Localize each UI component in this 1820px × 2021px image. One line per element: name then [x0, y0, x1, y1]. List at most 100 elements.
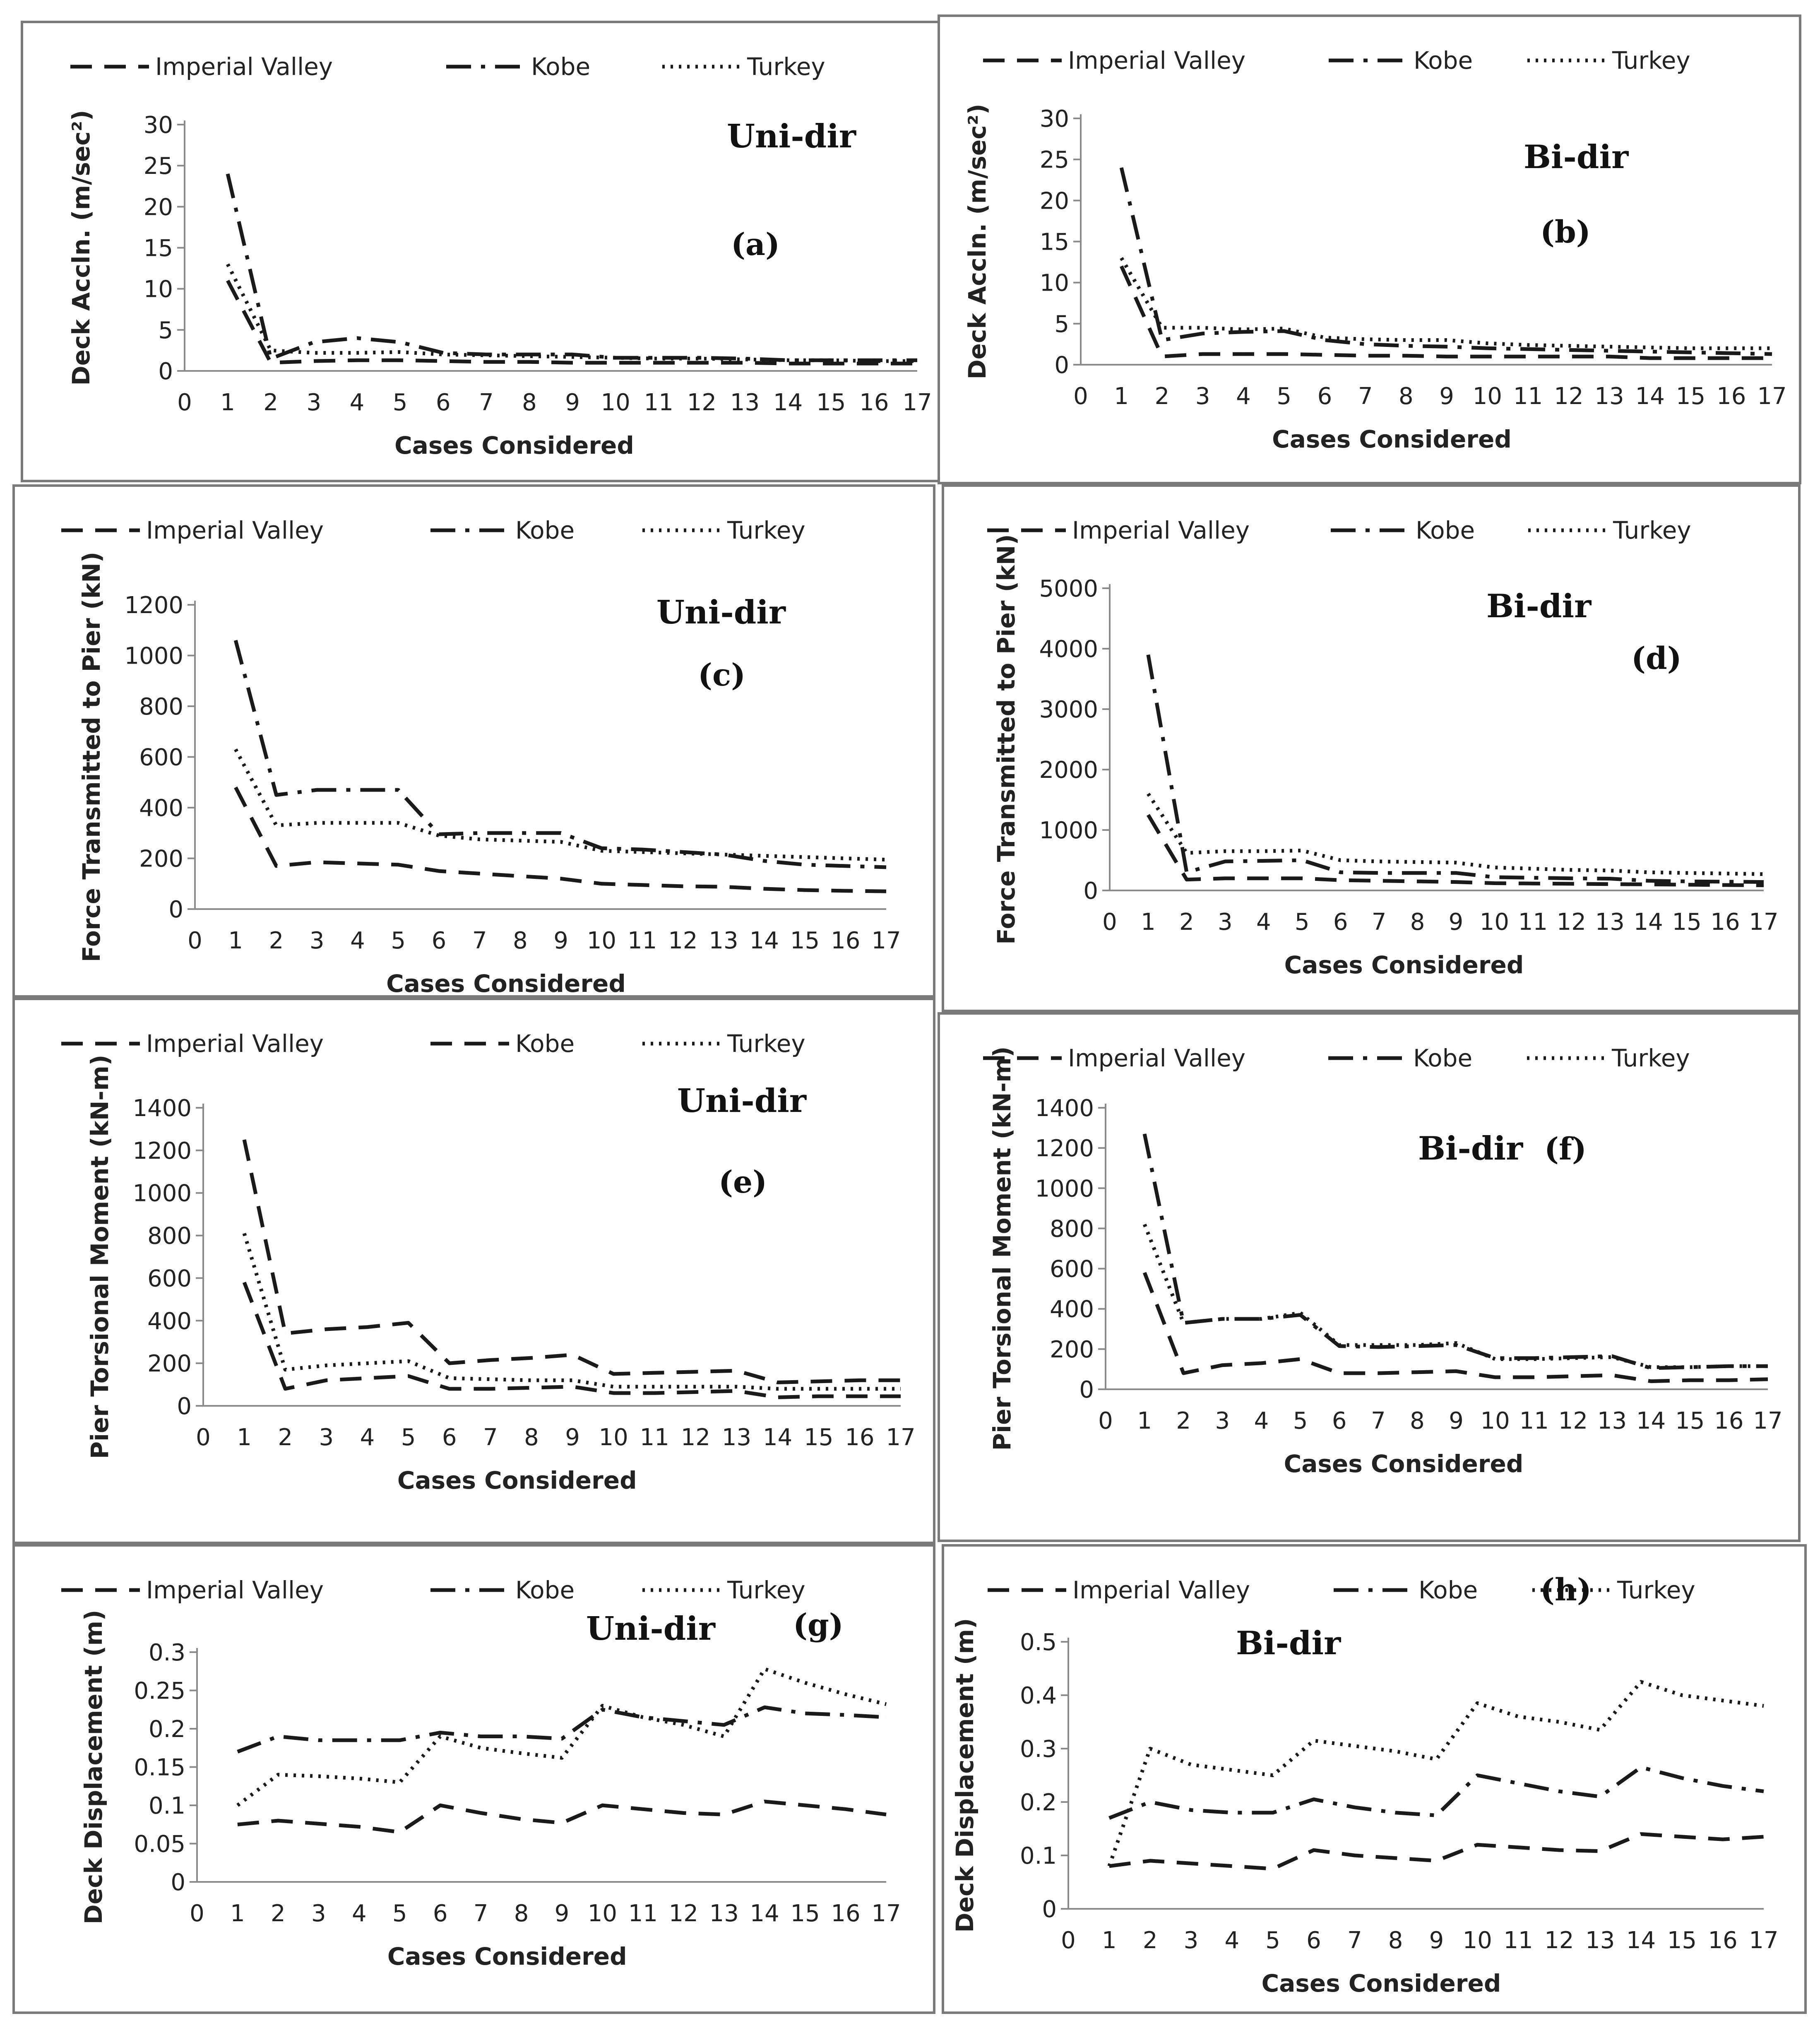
- x-tick-label-a-11: 11: [644, 389, 673, 416]
- data-point-e-0-9: [572, 1386, 573, 1388]
- data-point-f-2-8: [1416, 1344, 1418, 1346]
- data-point-b-2-4: [1243, 329, 1244, 330]
- chart-svg-e: Imperial Valley Kobe Turkey020040060080010…: [61, 1030, 916, 1494]
- data-point-f-0-9: [1455, 1370, 1457, 1372]
- data-point-g-0-8: [521, 1818, 522, 1820]
- data-point-b-2-9: [1446, 339, 1447, 341]
- data-point-d-1-15: [1686, 881, 1688, 882]
- data-point-e-2-16: [859, 1388, 861, 1390]
- data-point-e-1-15: [818, 1381, 820, 1382]
- direction-label-e: Uni-dir: [677, 1082, 807, 1120]
- data-point-h-0-5: [1272, 1868, 1274, 1869]
- data-point-d-2-16: [1724, 873, 1726, 874]
- x-tick-label-b-16: 16: [1717, 383, 1746, 410]
- y-tick-label-a-2: 10: [144, 276, 173, 303]
- x-tick-label-e-5: 5: [401, 1424, 416, 1451]
- series-line-b-turkey: [1120, 257, 1772, 350]
- x-tick-label-g-6: 6: [433, 1900, 448, 1927]
- data-point-b-2-14: [1649, 346, 1651, 348]
- data-point-g-1-7: [480, 1736, 482, 1737]
- x-tick-label-a-1: 1: [220, 389, 235, 416]
- data-point-e-0-8: [531, 1387, 532, 1388]
- data-point-e-1-13: [736, 1370, 738, 1371]
- data-point-h-0-7: [1354, 1855, 1356, 1856]
- x-tick-label-a-15: 15: [816, 389, 846, 416]
- x-tick-label-a-13: 13: [730, 389, 760, 416]
- data-point-c-2-11: [642, 851, 643, 853]
- data-point-h-1-1: [1108, 1817, 1110, 1819]
- x-tick-label-h-9: 9: [1429, 1927, 1444, 1954]
- x-tick-label-b-11: 11: [1513, 383, 1543, 410]
- data-point-e-0-2: [284, 1388, 286, 1390]
- data-point-g-1-16: [845, 1714, 846, 1716]
- data-point-a-1-6: [442, 352, 444, 354]
- data-point-b-2-8: [1405, 339, 1407, 341]
- series-line-a-turkey: [226, 263, 917, 363]
- y-tick-label-f-0: 0: [1079, 1376, 1094, 1403]
- data-point-e-0-15: [818, 1395, 820, 1397]
- y-tick-label-f-3: 600: [1050, 1256, 1094, 1283]
- data-point-d-2-14: [1647, 871, 1649, 873]
- data-point-f-0-8: [1416, 1371, 1418, 1373]
- data-point-a-2-2: [270, 349, 272, 351]
- data-point-b-0-6: [1324, 354, 1325, 356]
- data-point-a-2-10: [615, 357, 616, 358]
- data-point-e-1-11: [654, 1372, 655, 1374]
- x-axis-title-f: Cases Considered: [1284, 1450, 1524, 1478]
- data-point-h-0-2: [1149, 1860, 1151, 1862]
- x-tick-label-a-12: 12: [687, 389, 716, 416]
- data-point-c-1-7: [479, 832, 481, 834]
- data-point-b-0-4: [1243, 353, 1244, 355]
- x-tick-label-b-2: 2: [1155, 383, 1170, 410]
- x-tick-label-f-13: 13: [1597, 1407, 1627, 1434]
- data-point-b-2-7: [1365, 339, 1366, 340]
- x-tick-label-e-7: 7: [483, 1424, 498, 1451]
- x-tick-label-a-14: 14: [773, 389, 803, 416]
- data-point-d-2-7: [1378, 861, 1380, 862]
- y-tick-label-b-2: 10: [1040, 270, 1069, 297]
- data-point-d-0-5: [1301, 878, 1303, 879]
- data-point-d-2-9: [1455, 862, 1457, 864]
- data-point-h-1-16: [1722, 1785, 1724, 1787]
- data-point-f-2-7: [1378, 1344, 1379, 1346]
- data-point-c-2-5: [397, 822, 399, 824]
- data-point-b-0-13: [1608, 356, 1610, 357]
- y-tick-label-g-5: 0.25: [134, 1678, 185, 1705]
- data-point-c-2-15: [804, 856, 806, 858]
- data-point-b-1-6: [1324, 339, 1325, 341]
- data-point-h-2-5: [1272, 1775, 1274, 1776]
- data-point-h-0-15: [1681, 1836, 1683, 1838]
- y-tick-label-b-5: 25: [1040, 147, 1069, 173]
- data-point-h-1-3: [1190, 1809, 1192, 1811]
- data-point-b-1-17: [1771, 353, 1773, 355]
- chart-panel-c: Imperial Valley Kobe Turkey 0 200 400 600 800 10…: [12, 484, 935, 998]
- data-point-c-0-9: [560, 878, 562, 880]
- y-tick-label-h-4: 0.4: [1020, 1682, 1057, 1709]
- x-tick-label-b-8: 8: [1399, 383, 1414, 410]
- x-tick-label-c-7: 7: [472, 927, 487, 954]
- data-point-h-2-14: [1640, 1681, 1642, 1683]
- data-point-d-0-10: [1493, 882, 1495, 884]
- data-point-e-0-6: [449, 1388, 450, 1390]
- y-tick-label-a-5: 25: [144, 153, 173, 180]
- chart-panel-d: Imperial Valley Kobe Turkey 0 1000 2000 3000 40…: [942, 484, 1801, 1012]
- x-tick-label-e-4: 4: [360, 1424, 375, 1451]
- x-tick-label-g-14: 14: [750, 1900, 779, 1927]
- x-tick-label-b-12: 12: [1554, 383, 1583, 410]
- data-point-b-1-1: [1120, 167, 1122, 168]
- data-point-c-1-2: [275, 794, 277, 796]
- x-tick-label-c-3: 3: [310, 927, 325, 954]
- x-tick-label-e-1: 1: [237, 1424, 252, 1451]
- data-point-a-0-14: [787, 363, 789, 364]
- data-point-e-2-17: [900, 1388, 902, 1390]
- data-point-d-2-3: [1224, 850, 1226, 852]
- x-tick-label-d-2: 2: [1179, 909, 1194, 936]
- x-tick-label-b-0: 0: [1073, 383, 1088, 410]
- data-point-b-2-12: [1568, 345, 1570, 346]
- x-tick-label-f-0: 0: [1098, 1407, 1113, 1434]
- data-point-b-1-12: [1568, 349, 1570, 351]
- data-point-h-2-13: [1599, 1729, 1601, 1731]
- y-tick-label-a-3: 15: [144, 235, 173, 262]
- data-point-b-1-5: [1283, 330, 1285, 332]
- data-point-d-0-13: [1609, 883, 1611, 885]
